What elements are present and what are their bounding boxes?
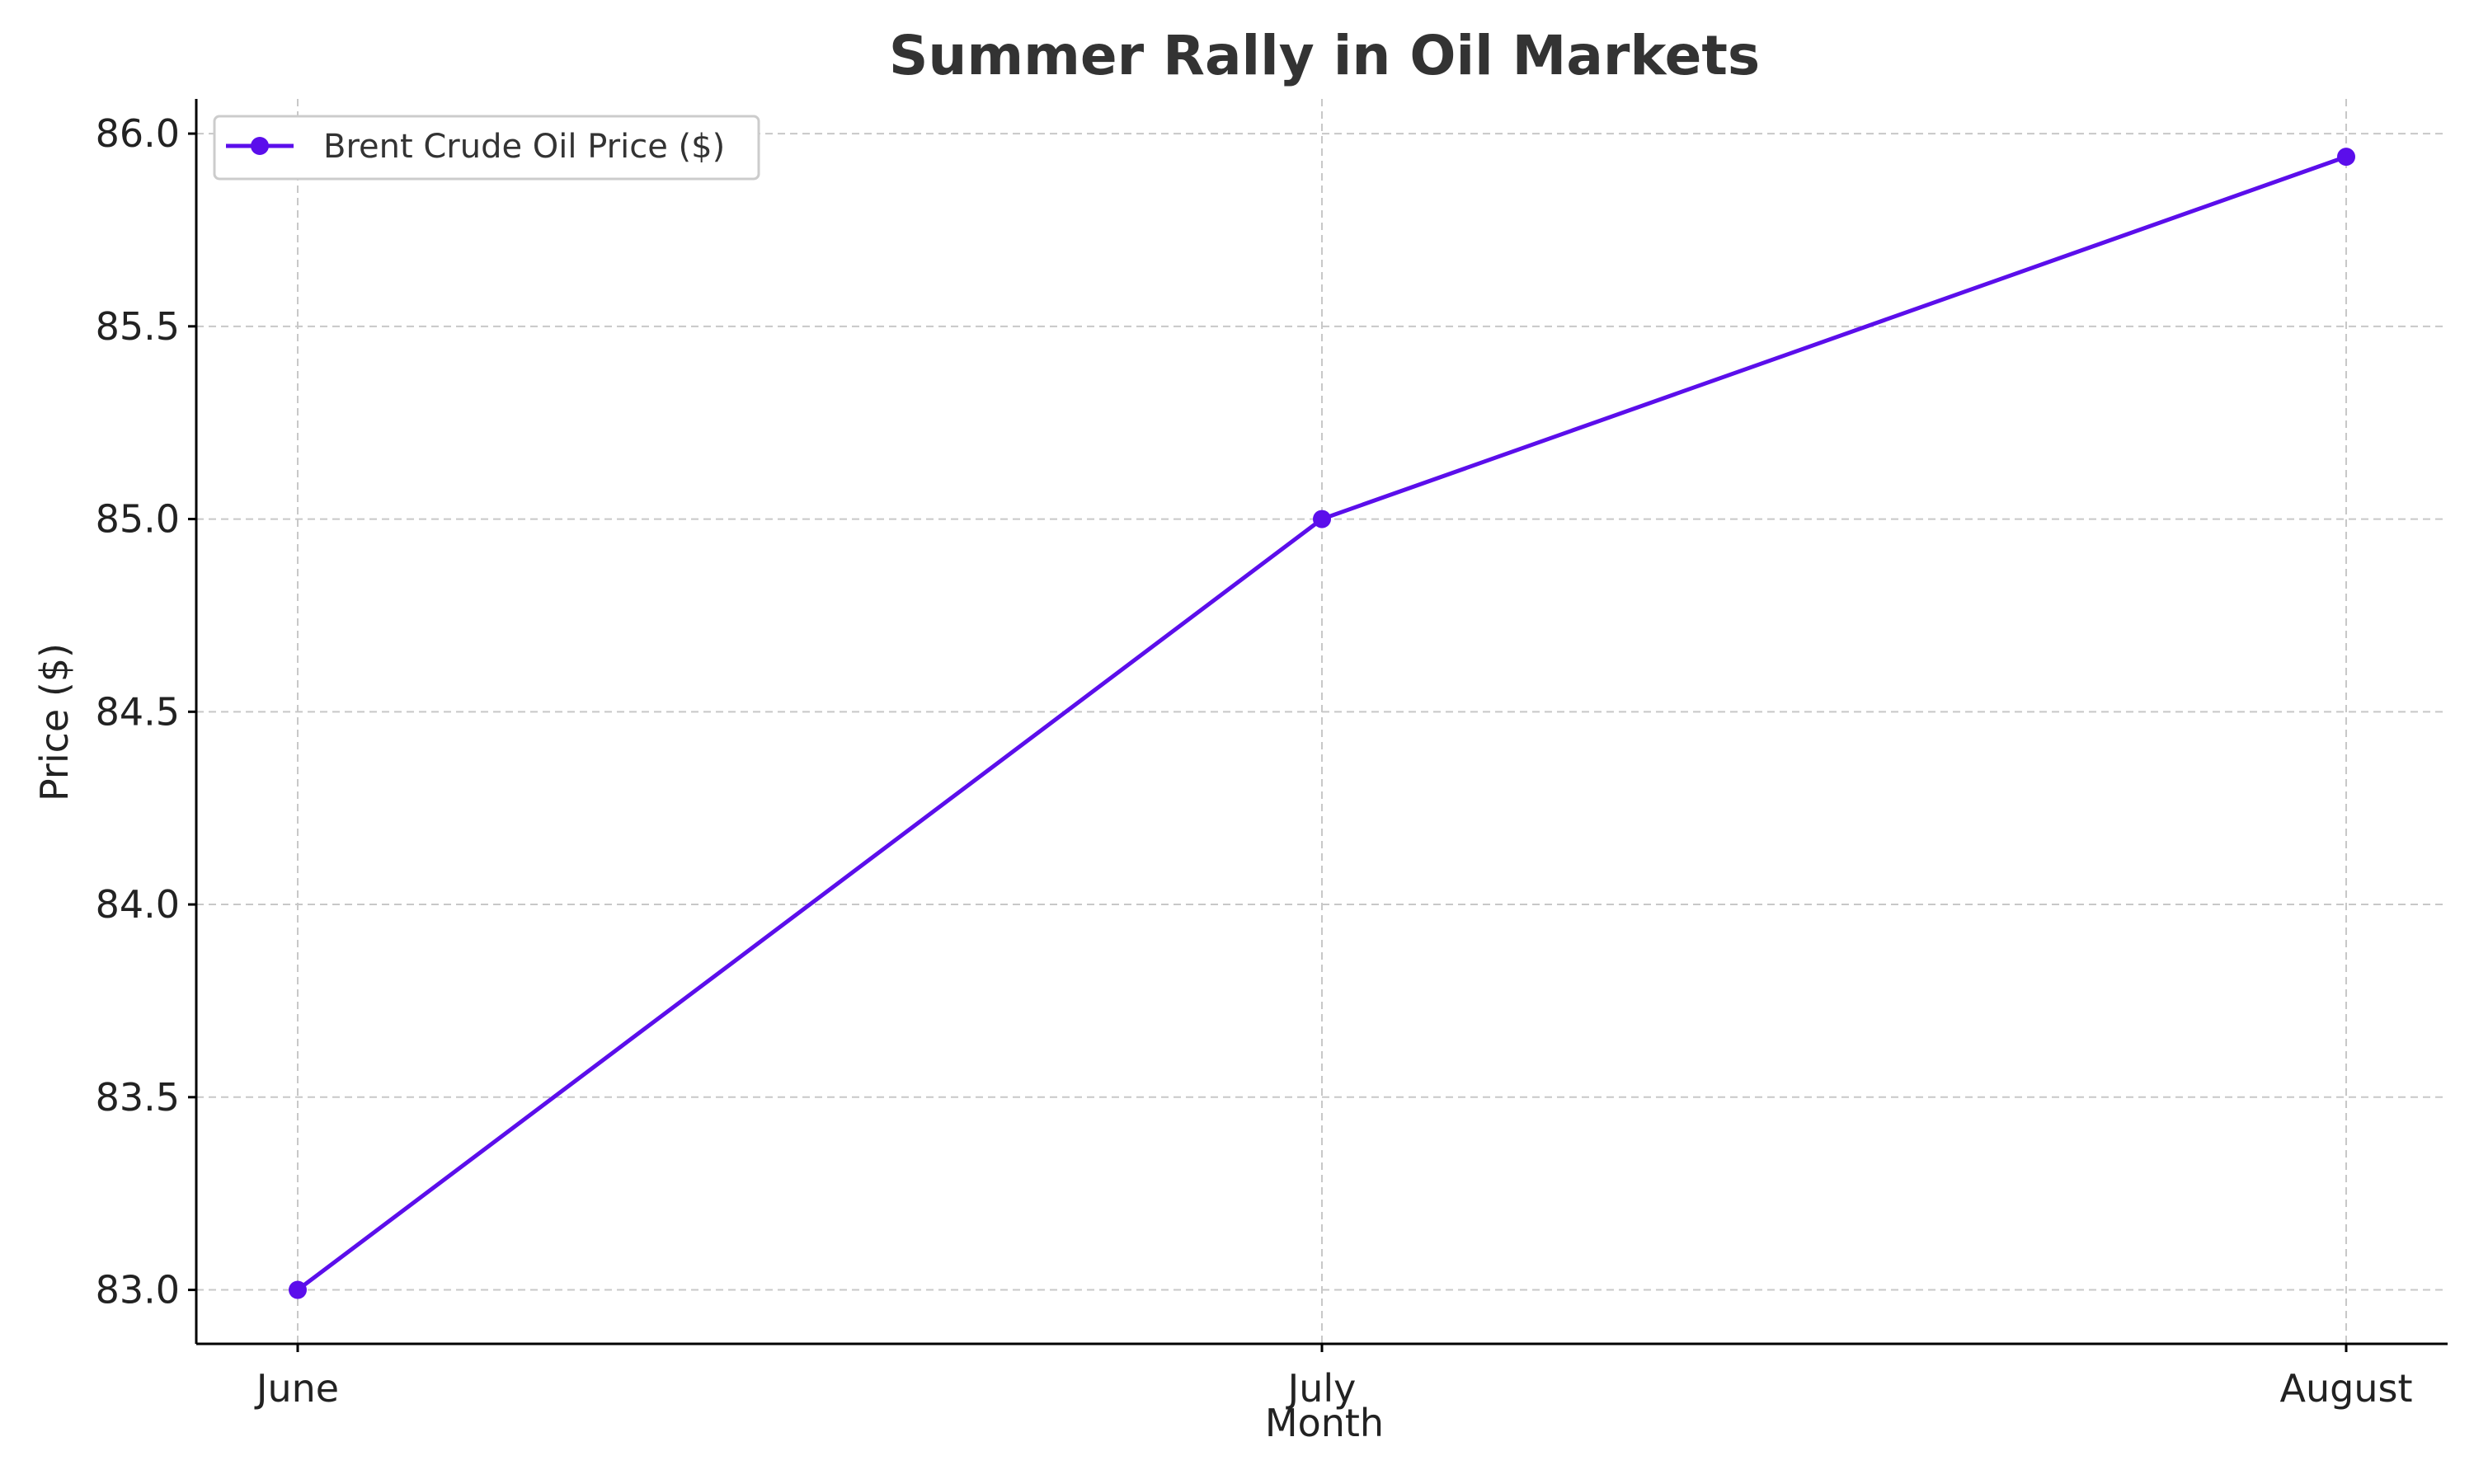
data-point — [289, 1280, 307, 1299]
y-tick-label: 85.0 — [96, 497, 180, 542]
chart-title: Summer Rally in Oil Markets — [889, 24, 1760, 87]
y-tick-label: 85.5 — [96, 304, 180, 349]
legend-series-label: Brent Crude Oil Price ($) — [323, 128, 725, 166]
x-tick-label: August — [2280, 1366, 2413, 1411]
data-point — [1313, 510, 1331, 528]
y-tick-label: 84.5 — [96, 689, 180, 734]
legend: Brent Crude Oil Price ($) — [213, 115, 760, 181]
y-tick-label: 83.5 — [96, 1075, 180, 1120]
data-point — [2337, 148, 2355, 167]
y-tick-label: 84.0 — [96, 882, 180, 927]
x-tick-label: July — [1286, 1366, 1357, 1411]
tick-labels: 83.0 83.5 84.0 84.5 85.0 85.5 86.0 June July Augu… — [96, 111, 2413, 1411]
x-axis-label: Month — [1265, 1401, 1384, 1445]
legend-box — [213, 115, 760, 181]
y-tick-label: 86.0 — [96, 111, 180, 156]
y-tick-label: 83.0 — [96, 1268, 180, 1313]
y-axis-label: Price ($) — [32, 643, 77, 801]
legend-series-marker — [251, 137, 269, 155]
series-layer — [289, 148, 2355, 1299]
x-tick-label: June — [254, 1366, 339, 1411]
axes — [188, 99, 2448, 1352]
